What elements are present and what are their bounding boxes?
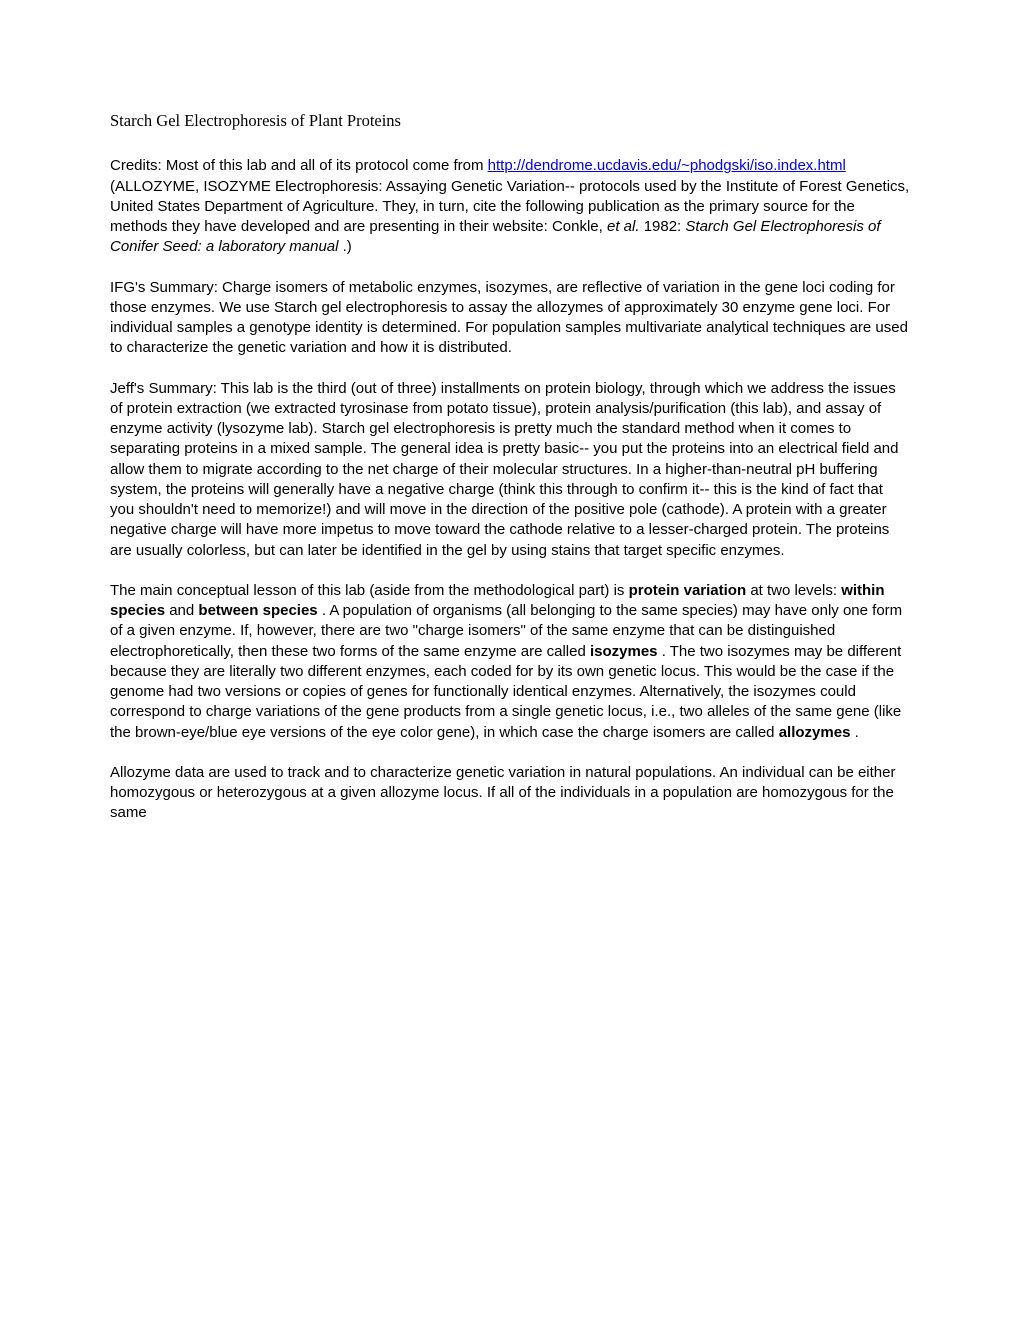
concept-text-3: and [169, 602, 198, 619]
credits-link[interactable]: http://dendrome.ucdavis.edu/~phodgski/is… [488, 157, 846, 174]
ifg-summary-paragraph: IFG's Summary: Charge isomers of metabol… [110, 278, 910, 359]
concept-bold-allozymes: allozymes [779, 724, 851, 741]
credits-tail: .) [343, 238, 352, 255]
jeff-summary-paragraph: Jeff's Summary: This lab is the third (o… [110, 379, 910, 561]
allozyme-paragraph: Allozyme data are used to track and to c… [110, 763, 910, 824]
concept-text-6: . [855, 724, 859, 741]
concept-bold-protein-variation: protein variation [629, 582, 747, 599]
document-page: Starch Gel Electrophoresis of Plant Prot… [0, 0, 1020, 1320]
document-title: Starch Gel Electrophoresis of Plant Prot… [110, 110, 910, 132]
credits-prefix: Credits: Most of this lab and all of its… [110, 157, 488, 174]
concept-bold-between-species: between species [198, 602, 317, 619]
credits-paragraph: Credits: Most of this lab and all of its… [110, 156, 910, 257]
credits-mid: 1982: [644, 218, 686, 235]
concept-text-1: The main conceptual lesson of this lab (… [110, 582, 629, 599]
concept-paragraph: The main conceptual lesson of this lab (… [110, 581, 910, 743]
concept-bold-isozymes: isozymes [590, 643, 658, 660]
credits-italic-etal: et al. [607, 218, 640, 235]
concept-text-2: at two levels: [750, 582, 841, 599]
